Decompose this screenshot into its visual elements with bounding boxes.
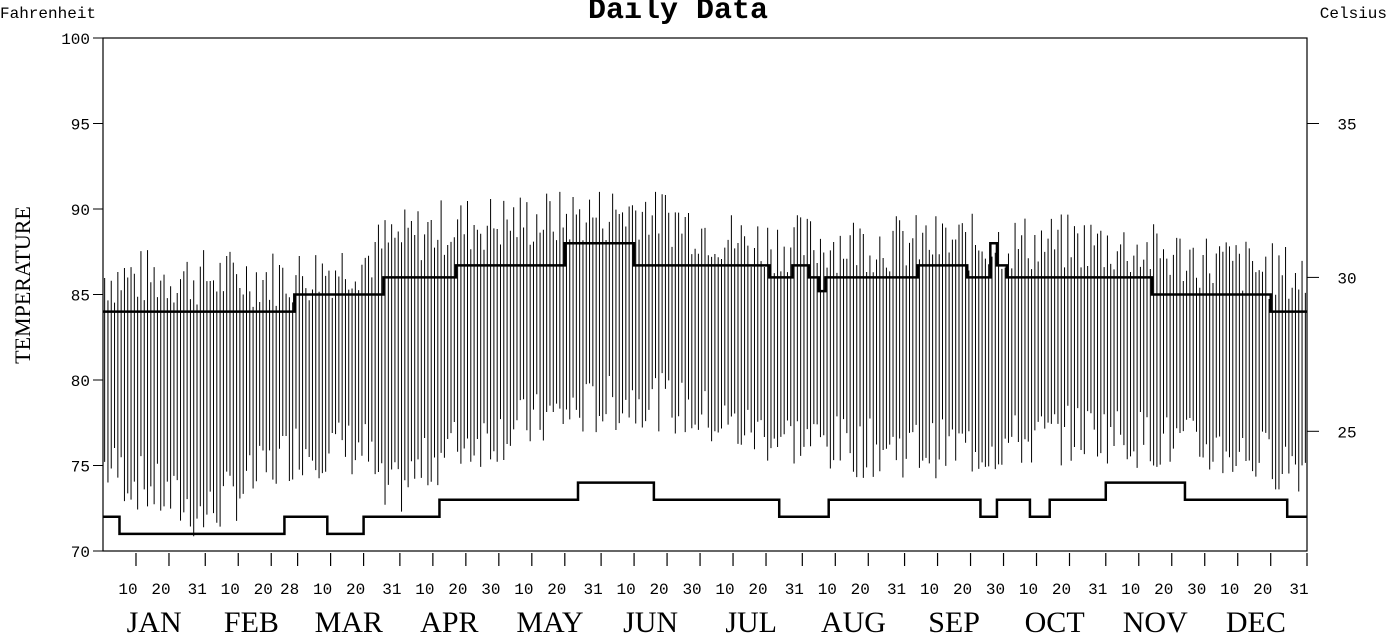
x-tick-label: 31 <box>1088 581 1107 599</box>
x-tick-label: 31 <box>188 581 207 599</box>
y-tick-label: 80 <box>71 373 90 391</box>
x-tick-label: 20 <box>1154 581 1173 599</box>
daily-range-bars <box>104 191 1306 537</box>
x-tick-label: 31 <box>887 581 906 599</box>
month-label: OCT <box>1025 606 1085 638</box>
month-label: AUG <box>821 606 886 638</box>
x-tick-label: 31 <box>1289 581 1308 599</box>
x-tick-label: 31 <box>583 581 602 599</box>
x-tick-label: 31 <box>382 581 401 599</box>
y-tick-label: 100 <box>61 31 90 49</box>
normal-high-line <box>103 241 1307 313</box>
x-tick-label: 10 <box>818 581 837 599</box>
x-tick-label: 10 <box>1121 581 1140 599</box>
x-tick-label: 20 <box>547 581 566 599</box>
x-tick-label: 10 <box>616 581 635 599</box>
month-label: FEB <box>224 606 279 638</box>
y-axis-label: TEMPERATURE <box>10 206 35 364</box>
x-tick-label: 20 <box>748 581 767 599</box>
x-tick-label: 20 <box>254 581 273 599</box>
y2-tick-label: 30 <box>1337 270 1356 288</box>
x-tick-label: 20 <box>1253 581 1272 599</box>
x-tick-label: 10 <box>118 581 137 599</box>
x-tick-label: 20 <box>448 581 467 599</box>
month-label: JUL <box>725 606 777 638</box>
x-tick-label: 10 <box>221 581 240 599</box>
month-label: JAN <box>127 606 182 638</box>
x-tick-label: 31 <box>785 581 804 599</box>
x-tick-label: 30 <box>481 581 500 599</box>
x-tick-label: 10 <box>715 581 734 599</box>
x-tick-label: 10 <box>313 581 332 599</box>
y2-tick-label: 25 <box>1337 424 1356 442</box>
y-tick-label: 90 <box>71 202 90 220</box>
x-tick-label: 10 <box>920 581 939 599</box>
x-tick-label: 30 <box>986 581 1005 599</box>
right-unit-label: Celsius <box>1320 5 1387 23</box>
x-tick-label: 20 <box>649 581 668 599</box>
month-label: JUN <box>623 606 678 638</box>
normal-low-line <box>103 481 1307 536</box>
y2-tick-label: 35 <box>1337 117 1356 135</box>
y-tick-label: 70 <box>71 544 90 562</box>
y-tick-label: 95 <box>71 117 90 135</box>
month-label: DEC <box>1226 606 1286 638</box>
x-tick-label: 28 <box>280 581 299 599</box>
x-tick-label: 30 <box>1187 581 1206 599</box>
x-tick-label: 20 <box>851 581 870 599</box>
month-label: MAY <box>516 606 583 638</box>
x-tick-label: 20 <box>953 581 972 599</box>
x-tick-label: 20 <box>151 581 170 599</box>
left-unit-label: Fahrenheit <box>0 5 96 23</box>
x-tick-label: 20 <box>1052 581 1071 599</box>
x-tick-label: 30 <box>682 581 701 599</box>
x-tick-label: 10 <box>514 581 533 599</box>
month-label: APR <box>420 606 478 638</box>
y-tick-label: 75 <box>71 459 90 477</box>
month-label: NOV <box>1123 606 1188 638</box>
x-tick-label: 10 <box>415 581 434 599</box>
month-label: MAR <box>315 606 383 638</box>
chart-title: Daily Data <box>588 0 768 28</box>
left-axis: 70 75 80 85 90 95 100 <box>61 31 103 562</box>
normal-lines <box>103 241 1307 536</box>
right-axis: 25 30 35 <box>1307 117 1357 442</box>
x-tick-label: 10 <box>1019 581 1038 599</box>
x-tick-label: 20 <box>346 581 365 599</box>
x-tick-label: 10 <box>1220 581 1239 599</box>
y-tick-label: 85 <box>71 288 90 306</box>
month-label: SEP <box>928 606 980 638</box>
